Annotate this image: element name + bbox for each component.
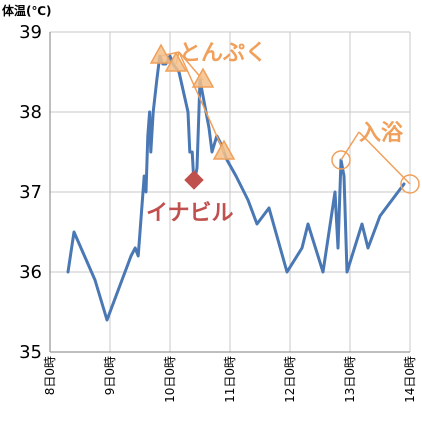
annotation-marker-triangle xyxy=(212,139,236,160)
y-tick-labels: 35 36 37 38 39 xyxy=(19,22,42,363)
annotation-connector xyxy=(340,131,360,161)
x-tick-label: 9日0時 xyxy=(103,356,117,395)
x-tick-label: 8日0時 xyxy=(43,356,57,395)
x-tick-label: 13日0時 xyxy=(343,356,357,403)
y-tick-label: 35 xyxy=(19,342,42,363)
annotation-marker-circle xyxy=(400,174,420,194)
grid xyxy=(49,31,411,353)
annotation-label: 入浴 xyxy=(359,121,404,146)
x-tick-label: 12日0時 xyxy=(283,356,297,403)
series-lines xyxy=(66,54,406,322)
axes xyxy=(49,32,410,353)
x-tick-label: 11日0時 xyxy=(223,356,237,403)
y-tick-label: 38 xyxy=(19,102,42,123)
y-axis-label: 体温(℃) xyxy=(2,3,52,18)
series-line xyxy=(66,54,406,322)
annotation-label: とんぷく xyxy=(179,41,267,66)
annotation-marker-triangle xyxy=(191,67,215,88)
y-tick-label: 36 xyxy=(19,262,42,283)
annotation-connector xyxy=(178,51,225,153)
x-tick-label: 10日0時 xyxy=(163,356,177,403)
annotation-marker-diamond xyxy=(184,170,204,190)
x-tick-label: 14日0時 xyxy=(403,356,417,403)
annotation-marker-triangle xyxy=(149,43,173,64)
annotation-connector xyxy=(358,131,411,185)
x-tick-labels: 8日0時 9日0時 10日0時 11日0時 12日0時 13日0時 14日0時 xyxy=(43,356,417,403)
annotation-marker-triangle xyxy=(164,51,188,72)
annotation-label: イナビル xyxy=(146,201,234,226)
y-tick-label: 39 xyxy=(19,22,42,43)
annotation-marker-circle xyxy=(331,150,351,170)
y-tick-label: 37 xyxy=(19,182,42,203)
